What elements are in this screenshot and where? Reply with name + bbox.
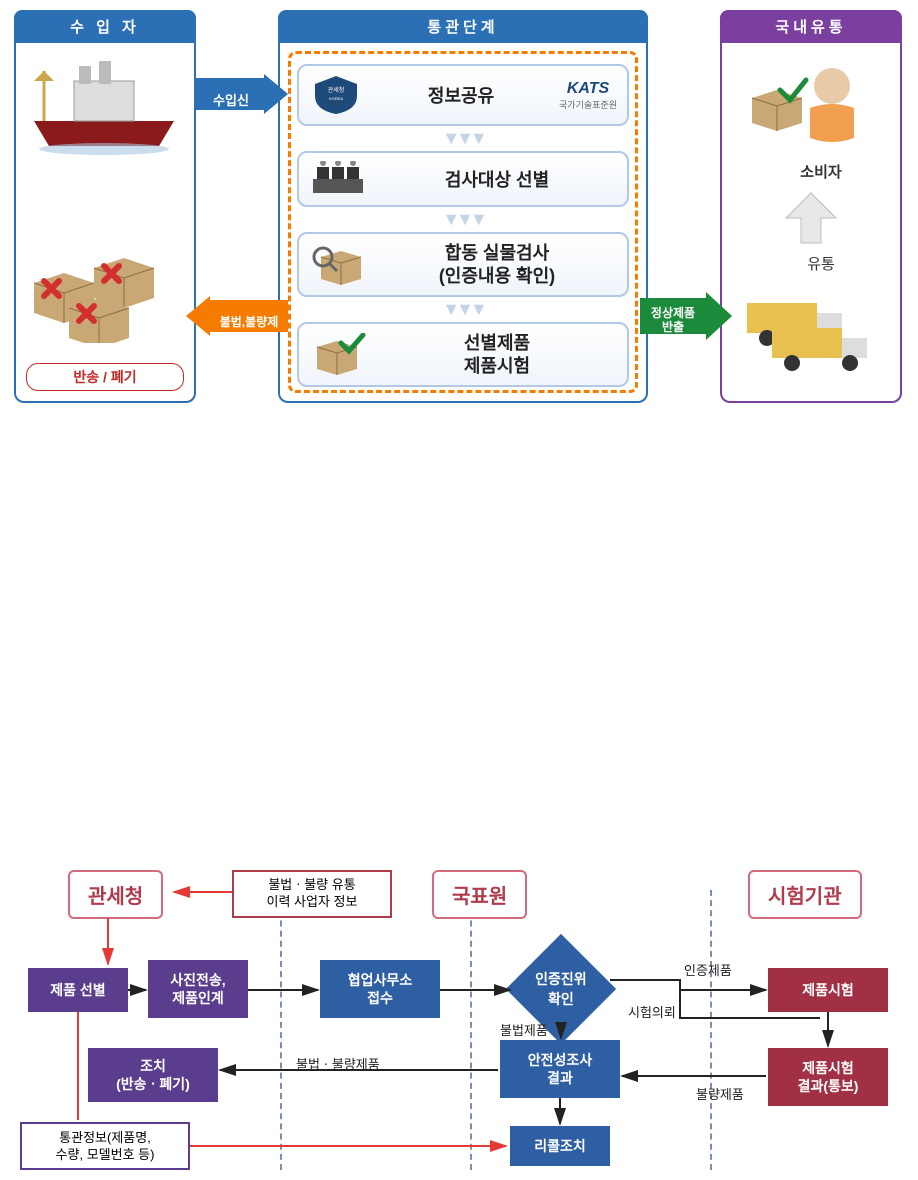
panel-header-importer: 수 입 자	[14, 10, 196, 43]
step-screening: 검사대상 선별	[297, 151, 629, 207]
svg-text:관세청: 관세청	[328, 86, 345, 94]
panel-header-domestic: 국내유통	[720, 10, 902, 43]
trucks-icon	[732, 283, 892, 373]
panel-customs: 통관단계 관세청 KOREA 정보공유 KATS 국가기술표준원 ▼▼▼ 검사대상…	[278, 10, 648, 403]
box-check-icon	[309, 333, 367, 377]
customs-badge-icon: 관세청 KOREA	[309, 74, 363, 116]
node-safety-result: 안전성조사결과	[500, 1040, 620, 1098]
node-product-test: 제품시험	[768, 968, 888, 1012]
reject-boxes-icon	[24, 243, 184, 343]
customs-dashed-container: 관세청 KOREA 정보공유 KATS 국가기술표준원 ▼▼▼ 검사대상 선별 ▼…	[288, 51, 638, 393]
chevron-down-icon: ▼▼▼	[297, 299, 629, 320]
step-text: 검사대상 선별	[377, 166, 617, 192]
panel-domestic: 국내유통 소비자 유통	[720, 10, 902, 403]
panel-importer: 수 입 자 반송 / 폐기	[14, 10, 196, 403]
up-arrow-icon	[771, 188, 851, 253]
top-process-diagram: 수 입 자 반송 / 폐기 통관단계 관세청KOREA 정보공유 KATS	[0, 0, 918, 420]
step-text: 정보공유	[373, 82, 549, 108]
node-recall: 리콜조치	[510, 1126, 610, 1166]
node-product-select: 제품 선별	[28, 968, 128, 1012]
box-magnify-icon	[309, 243, 367, 287]
arrow-normal: 정상제품반출	[640, 300, 706, 341]
node-test-result: 제품시험결과(통보)	[768, 1048, 888, 1106]
step-info-share: 관세청 KOREA 정보공유 KATS 국가기술표준원	[297, 64, 629, 126]
step-product-test: 선별제품제품시험	[297, 322, 629, 387]
column-divider	[470, 890, 472, 1170]
svg-text:KOREA: KOREA	[329, 96, 343, 101]
kats-badge: KATS 국가기술표준원	[559, 80, 617, 111]
chevron-down-icon: ▼▼▼	[297, 209, 629, 230]
node-photo-handover: 사진전송,제품인계	[148, 960, 248, 1018]
step-joint-inspection: 합동 실물검사(인증내용 확인)	[297, 232, 629, 297]
step-text: 합동 실물검사(인증내용 확인)	[377, 242, 617, 287]
col-header-kcs: 관세청	[68, 870, 163, 919]
return-dispose-label: 반송 / 폐기	[26, 363, 184, 391]
node-action-return: 조치(반송ㆍ폐기)	[88, 1048, 218, 1102]
column-divider	[710, 890, 712, 1170]
label-certified: 인증제품	[684, 960, 732, 979]
ship-icon	[24, 51, 184, 161]
col-header-test: 시험기관	[748, 870, 862, 919]
step-text: 선별제품제품시험	[377, 332, 617, 377]
col-header-kats: 국표원	[432, 870, 527, 919]
bottom-flowchart: 관세청 국표원 시험기관 불법ㆍ불량 유통이력 사업자 정보 제품 선별 사진전…	[0, 420, 918, 752]
inspection-desk-icon	[309, 161, 367, 197]
label-test-request: 시험의뢰	[628, 1002, 676, 1021]
consumer-label: 소비자	[732, 161, 910, 182]
label-illegal-product: 불법제품	[500, 1020, 548, 1039]
arrow-import-declare: 수입신고	[200, 84, 262, 134]
label-defect-product: 불량제품	[696, 1084, 744, 1103]
column-divider	[280, 890, 282, 1170]
panel-header-customs: 통관단계	[278, 10, 648, 43]
consumer-icon	[742, 58, 882, 158]
label-illegal-defect: 불법ㆍ불량제품	[296, 1054, 380, 1073]
node-customs-info: 통관정보(제품명,수량, 모델번호 등)	[20, 1122, 190, 1170]
illegal-history-info: 불법ㆍ불량 유통이력 사업자 정보	[232, 870, 392, 918]
distribution-label: 유통	[732, 253, 910, 274]
chevron-down-icon: ▼▼▼	[297, 128, 629, 149]
arrow-illegal: 불법,불량제품	[210, 307, 288, 353]
node-coop-office: 협업사무소접수	[320, 960, 440, 1018]
